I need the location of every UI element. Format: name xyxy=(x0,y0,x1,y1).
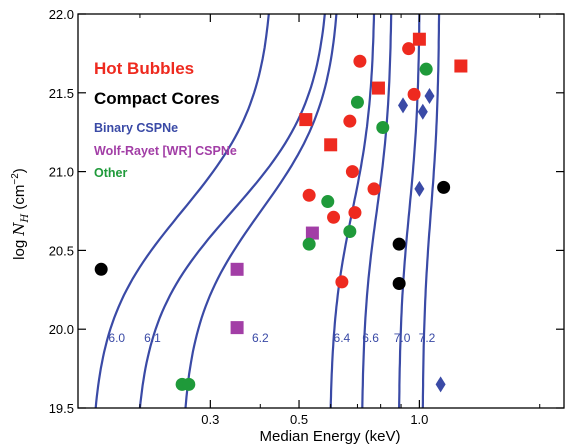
point-other-circle-2 xyxy=(302,237,316,251)
y-tick-label-20.5: 20.5 xyxy=(49,243,74,258)
y-tick-label-21.5: 21.5 xyxy=(49,86,74,101)
point-compact-cores-circle-2 xyxy=(392,237,406,251)
point-wolf-rayet-wr-cspne-square-2 xyxy=(305,226,319,240)
curve-label-7-0: 7.0 xyxy=(394,331,411,345)
curve-label-6-6: 6.6 xyxy=(362,331,379,345)
point-other-circle-4 xyxy=(343,224,357,238)
x-axis-title: Median Energy (keV) xyxy=(260,428,401,445)
point-binary-cspne-diamond-1 xyxy=(417,103,428,120)
isothermal-curve-6-6 xyxy=(361,13,393,409)
y-axis-title-var: N xyxy=(10,222,28,237)
point-hot-bubbles-circle-7 xyxy=(367,182,381,196)
point-hot-bubbles-circle-4 xyxy=(345,165,359,179)
x-tick-label-1.0: 1.0 xyxy=(410,412,428,427)
x-tick-label-0.3: 0.3 xyxy=(201,412,219,427)
y-tick-label-19.5: 19.5 xyxy=(49,401,74,416)
curve-label-7-2: 7.2 xyxy=(419,331,436,345)
y-tick-label-22.0: 22.0 xyxy=(49,7,74,22)
point-binary-cspne-diamond-2 xyxy=(424,87,435,104)
point-hot-bubbles-square-0 xyxy=(299,113,313,127)
y-axis-title-prefix: log xyxy=(11,236,28,260)
legend-entry-compact-cores: Compact Cores xyxy=(94,89,220,108)
isothermal-curve-6-0 xyxy=(94,13,270,409)
isothermal-curve-7-2 xyxy=(421,13,441,409)
point-other-circle-5 xyxy=(350,95,364,109)
point-hot-bubbles-square-1 xyxy=(324,138,338,152)
point-hot-bubbles-circle-9 xyxy=(407,87,421,101)
curve-label-6-4: 6.4 xyxy=(334,331,351,345)
point-other-circle-6 xyxy=(376,120,390,134)
isothermal-curve-6-2 xyxy=(184,13,338,409)
point-compact-cores-circle-0 xyxy=(94,262,108,276)
y-axis-title: log NH (cm−2) xyxy=(10,168,31,260)
y-tick-label-20.0: 20.0 xyxy=(49,322,74,337)
y-axis-title-sub: H xyxy=(20,214,31,224)
point-hot-bubbles-circle-1 xyxy=(327,210,341,224)
x-tick-label-0.5: 0.5 xyxy=(290,412,308,427)
y-axis-title-unit: (cm xyxy=(11,185,28,214)
legend-entry-binary-cspne: Binary CSPNe xyxy=(94,121,178,135)
isothermal-curves xyxy=(94,13,441,409)
point-wolf-rayet-wr-cspne-square-0 xyxy=(230,262,244,276)
legend-entry-other: Other xyxy=(94,166,127,180)
curve-label-6-2: 6.2 xyxy=(252,331,269,345)
point-hot-bubbles-circle-6 xyxy=(353,54,367,68)
point-hot-bubbles-square-2 xyxy=(371,81,385,95)
isothermal-curve-7-0 xyxy=(398,13,421,409)
point-hot-bubbles-circle-0 xyxy=(302,188,316,202)
point-compact-cores-circle-1 xyxy=(392,276,406,290)
point-hot-bubbles-circle-8 xyxy=(402,42,416,56)
point-hot-bubbles-circle-3 xyxy=(343,114,357,128)
curve-labels: 6.0 6.1 6.2 6.4 6.6 7.0 7.2 xyxy=(108,331,435,345)
point-hot-bubbles-square-3 xyxy=(412,32,426,46)
isothermal-curve-6-1 xyxy=(138,13,326,409)
point-other-circle-1 xyxy=(182,377,196,391)
curve-label-6-0: 6.0 xyxy=(108,331,125,345)
legend-entry-wolf-rayet-wr-cspne: Wolf-Rayet [WR] CSPNe xyxy=(94,144,237,158)
point-hot-bubbles-circle-5 xyxy=(348,206,362,220)
point-compact-cores-circle-3 xyxy=(437,180,451,194)
y-tick-label-21.0: 21.0 xyxy=(49,165,74,180)
axis-ticks: 19.5 20.0 20.5 21.0 21.5 22.0 0.3 0.5 1.0 xyxy=(49,7,564,427)
plot-frame xyxy=(77,13,565,409)
point-hot-bubbles-square-4 xyxy=(454,59,468,73)
curve-label-6-1: 6.1 xyxy=(144,331,161,345)
point-other-circle-7 xyxy=(419,62,433,76)
point-binary-cspne-diamond-4 xyxy=(435,376,446,393)
data-points xyxy=(94,32,468,393)
legend-entry-hot-bubbles: Hot Bubbles xyxy=(94,59,194,78)
y-axis-title-exp: −2 xyxy=(10,173,21,185)
point-binary-cspne-diamond-0 xyxy=(398,97,409,114)
point-other-circle-3 xyxy=(321,195,335,209)
y-axis-title-close: ) xyxy=(11,168,28,173)
point-wolf-rayet-wr-cspne-square-1 xyxy=(230,321,244,335)
point-hot-bubbles-circle-2 xyxy=(335,275,349,289)
legend: Hot Bubbles Compact Cores Binary CSPNe Wolf… xyxy=(94,59,237,180)
point-binary-cspne-diamond-3 xyxy=(414,180,425,197)
